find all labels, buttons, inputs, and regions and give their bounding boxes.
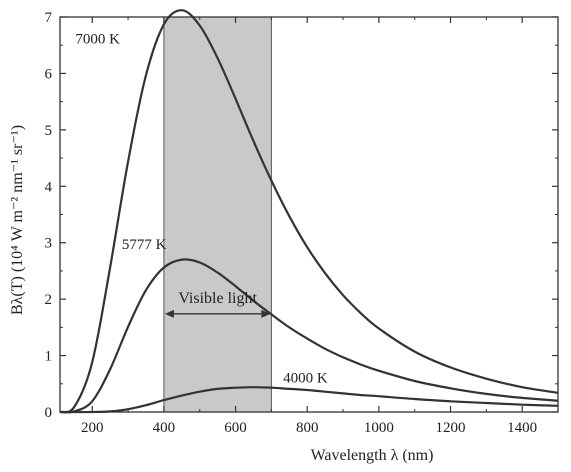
x-tick-label: 200: [81, 420, 104, 436]
y-tick-label: 4: [45, 179, 53, 195]
series-label-2: 4000 K: [283, 371, 328, 387]
x-axis-label: Wavelength λ (nm): [311, 447, 434, 464]
visible-light-label: Visible light: [178, 290, 257, 307]
series-label-1: 5777 K: [122, 237, 167, 253]
series-line-1: [59, 258, 559, 414]
visible-band: [163, 16, 272, 413]
x-tick-label: 1000: [364, 420, 394, 436]
y-tick-label: 5: [45, 123, 53, 139]
y-tick-label: 1: [45, 349, 53, 365]
y-tick-label: 2: [45, 292, 53, 308]
x-axis-ticks: 200 400 600 800 1000 1200 1400: [81, 17, 559, 436]
plot-frame: [59, 16, 559, 413]
y-tick-label: 6: [45, 66, 53, 82]
x-tick-label: 400: [153, 420, 176, 436]
visible-light-arrow: [164, 309, 271, 318]
y-tick-label: 3: [45, 236, 53, 252]
y-axis-label: Bλ(T) (10⁴ W m⁻² nm⁻¹ sr⁻¹): [9, 125, 26, 315]
series-curves: [59, 9, 559, 414]
x-tick-label: 600: [224, 420, 247, 436]
x-tick-label: 1200: [436, 420, 466, 436]
y-tick-label: 0: [45, 405, 53, 421]
y-tick-label: 7: [45, 10, 53, 26]
x-tick-label: 1400: [507, 420, 537, 436]
series-line-2: [60, 386, 559, 414]
series-labels: 7000 K 5777 K 4000 K: [75, 32, 328, 387]
series-label-0: 7000 K: [75, 32, 120, 48]
y-axis-ticks: 0 1 2 3 4 5 6 7: [45, 10, 558, 421]
x-tick-label: 800: [296, 420, 319, 436]
series-line-0: [59, 9, 559, 414]
